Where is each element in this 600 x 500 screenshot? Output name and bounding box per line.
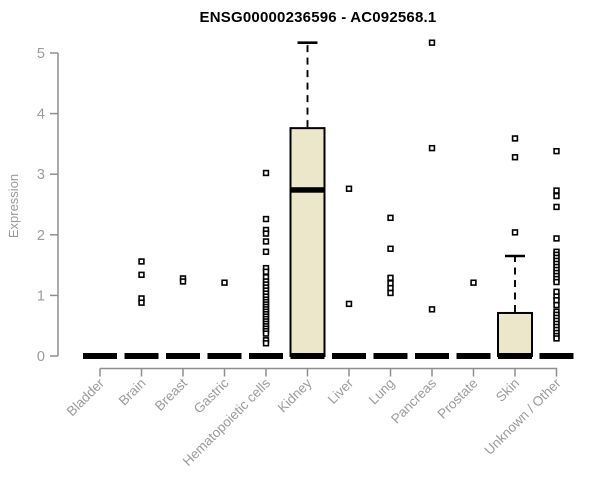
x-tick-label: Lung xyxy=(366,376,398,408)
x-tick-label: Skin xyxy=(493,376,522,405)
outlier-point xyxy=(553,203,560,211)
outlier-point xyxy=(138,258,145,265)
outlier-point xyxy=(428,39,436,46)
outlier-point xyxy=(262,268,270,275)
x-tick-label: Gastric xyxy=(191,375,232,416)
x-tick-label: Pancreas xyxy=(388,375,439,426)
zero-bar xyxy=(373,353,408,359)
outlier-point xyxy=(262,248,270,255)
median-line xyxy=(290,187,325,193)
zero-bar xyxy=(539,353,574,359)
x-tick-label: Kidney xyxy=(275,375,315,415)
y-tick-label: 5 xyxy=(37,46,45,62)
outlier-point xyxy=(262,238,270,245)
y-tick-label: 2 xyxy=(37,228,45,244)
outlier-point xyxy=(553,187,560,194)
outlier-point xyxy=(262,330,270,337)
outlier-point xyxy=(553,278,560,286)
outlier-point xyxy=(511,154,519,161)
outlier-point xyxy=(387,245,394,252)
outlier-point xyxy=(345,300,353,308)
outlier-point xyxy=(262,340,270,347)
y-tick-label: 1 xyxy=(37,288,45,304)
outlier-point xyxy=(553,147,560,155)
outlier-point xyxy=(553,192,560,200)
outlier-point xyxy=(470,279,477,286)
outlier-point xyxy=(138,271,145,278)
x-tick-label: Unknown / Other xyxy=(481,375,564,458)
outlier-point xyxy=(428,306,436,313)
chart-title: ENSG00000236596 - AC092568.1 xyxy=(199,9,437,26)
zero-bar xyxy=(332,353,366,359)
outlier-point xyxy=(138,299,145,306)
x-tick-label: Breast xyxy=(152,375,190,413)
box-Kidney xyxy=(289,127,326,357)
zero-bar xyxy=(207,353,242,359)
outlier-point xyxy=(262,230,270,237)
zero-bar xyxy=(83,353,117,359)
x-tick-label: Liver xyxy=(325,375,357,407)
zero-bar xyxy=(498,353,532,359)
outlier-point xyxy=(262,169,270,177)
y-tick-label: 0 xyxy=(37,349,45,365)
zero-bar xyxy=(124,353,159,359)
outlier-point xyxy=(345,185,353,192)
x-tick-label: Prostate xyxy=(434,376,480,422)
zero-bar xyxy=(415,353,449,359)
outlier-point xyxy=(262,215,270,223)
zero-bar xyxy=(166,353,200,359)
y-tick-label: 3 xyxy=(37,167,45,183)
outlier-point xyxy=(221,279,228,286)
zero-bar xyxy=(456,353,491,359)
zero-bar xyxy=(290,353,325,359)
zero-bar xyxy=(249,353,283,359)
y-tick-label: 4 xyxy=(37,107,45,123)
box-Skin xyxy=(497,311,533,357)
outlier-point xyxy=(553,301,560,309)
y-axis-title: Expression xyxy=(6,173,21,239)
outlier-point xyxy=(553,235,560,242)
outlier-point xyxy=(553,335,560,342)
outlier-point xyxy=(387,289,394,297)
outlier-point xyxy=(511,229,519,236)
outlier-point xyxy=(179,278,187,285)
outlier-point xyxy=(511,135,519,142)
outlier-point xyxy=(428,144,436,152)
outlier-point xyxy=(387,214,394,222)
x-tick-label: Brain xyxy=(116,376,149,409)
outlier-point xyxy=(387,274,394,282)
x-tick-label: Bladder xyxy=(64,375,108,419)
